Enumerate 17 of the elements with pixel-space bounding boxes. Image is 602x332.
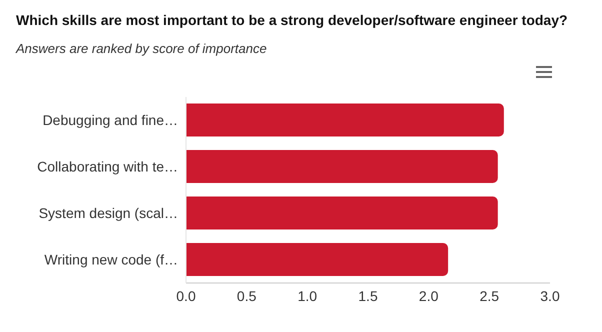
chart-subtitle: Answers are ranked by score of importance xyxy=(16,41,267,56)
x-tick-label: 0.5 xyxy=(236,288,257,304)
y-tick-label: Writing new code (f… xyxy=(44,252,178,268)
y-tick-label: System design (scal… xyxy=(38,205,178,222)
y-tick-label: Debugging and fine… xyxy=(42,112,178,128)
x-tick-label: 1.0 xyxy=(298,288,318,304)
y-tick-label: Collaborating with te… xyxy=(37,158,178,175)
bar xyxy=(186,243,448,276)
chart-title: Which skills are most important to be a strong developer/software engineer today? xyxy=(16,12,568,28)
x-tick-label: 0.0 xyxy=(176,288,196,304)
x-tick-label: 3.0 xyxy=(540,288,560,304)
x-tick-label: 2.0 xyxy=(418,288,439,304)
x-tick-label: 1.5 xyxy=(358,288,378,304)
bar xyxy=(186,150,498,184)
bar xyxy=(186,104,504,137)
bar xyxy=(186,196,498,230)
x-tick-label: 2.5 xyxy=(480,288,500,304)
